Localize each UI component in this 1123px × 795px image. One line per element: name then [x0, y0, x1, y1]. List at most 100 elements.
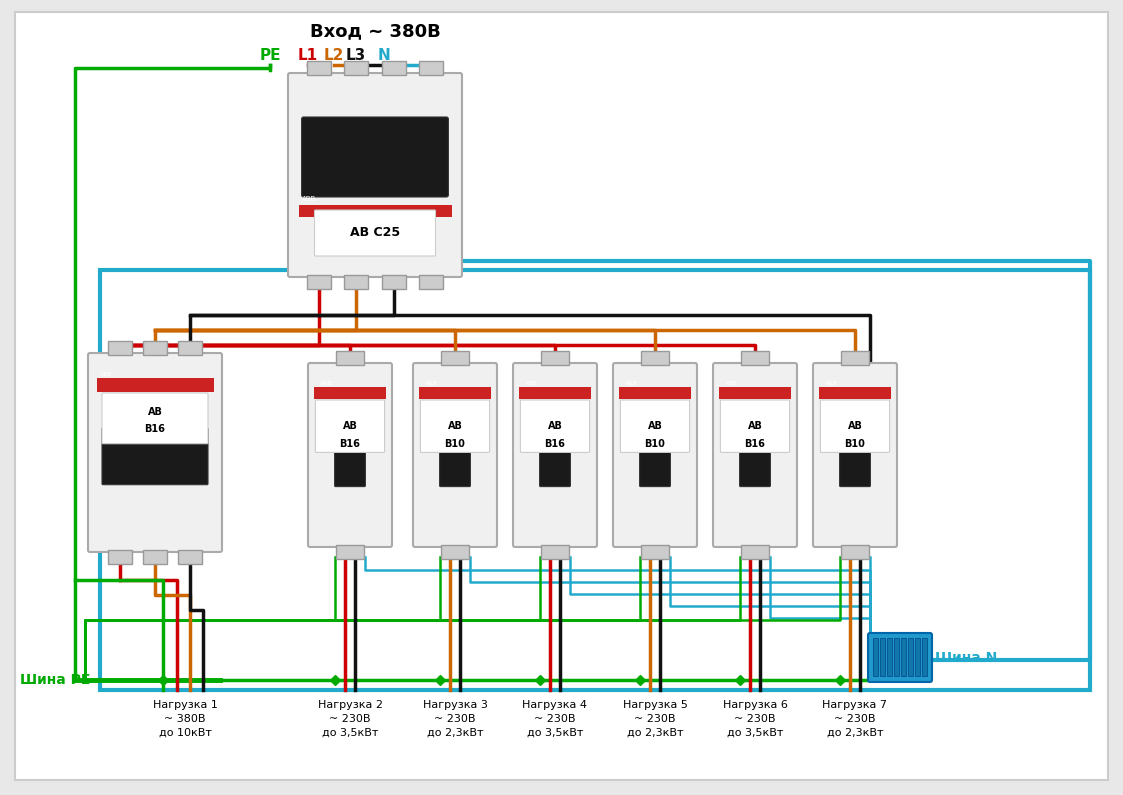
- Bar: [382, 61, 405, 75]
- Text: В16: В16: [145, 424, 165, 434]
- Bar: [641, 545, 669, 560]
- Bar: [841, 545, 869, 560]
- FancyBboxPatch shape: [840, 427, 870, 487]
- FancyBboxPatch shape: [102, 428, 208, 485]
- Text: АВ: АВ: [147, 406, 163, 417]
- Bar: [419, 275, 442, 289]
- FancyBboxPatch shape: [88, 353, 222, 552]
- Bar: [382, 275, 405, 289]
- Text: АВ: АВ: [648, 421, 663, 431]
- Text: ABB: ABB: [426, 381, 438, 386]
- Bar: [819, 386, 891, 399]
- Bar: [144, 550, 166, 564]
- Text: АВ: АВ: [548, 421, 563, 431]
- Text: L3: L3: [346, 48, 366, 63]
- Bar: [345, 275, 368, 289]
- FancyBboxPatch shape: [720, 400, 789, 452]
- Text: Нагрузка 1
~ 380В
до 10кВт: Нагрузка 1 ~ 380В до 10кВт: [153, 700, 218, 738]
- Text: Нагрузка 6
~ 230В
до 3,5кВт: Нагрузка 6 ~ 230В до 3,5кВт: [722, 700, 787, 738]
- Bar: [179, 341, 202, 355]
- Text: L2: L2: [323, 48, 344, 63]
- Text: В10: В10: [445, 439, 465, 449]
- FancyBboxPatch shape: [513, 363, 597, 547]
- FancyBboxPatch shape: [302, 117, 448, 197]
- FancyBboxPatch shape: [287, 73, 462, 277]
- FancyBboxPatch shape: [713, 363, 797, 547]
- FancyBboxPatch shape: [316, 400, 384, 452]
- Bar: [541, 351, 569, 365]
- Text: ABB: ABB: [526, 381, 538, 386]
- Bar: [741, 351, 769, 365]
- FancyBboxPatch shape: [439, 427, 471, 487]
- Bar: [741, 545, 769, 560]
- Bar: [880, 638, 885, 676]
- Bar: [307, 61, 331, 75]
- FancyBboxPatch shape: [420, 400, 490, 452]
- Bar: [179, 550, 202, 564]
- FancyBboxPatch shape: [821, 400, 889, 452]
- Text: АВ: АВ: [448, 421, 463, 431]
- Bar: [909, 638, 913, 676]
- Bar: [314, 386, 386, 399]
- Bar: [915, 638, 920, 676]
- Bar: [299, 205, 451, 217]
- Text: Нагрузка 2
~ 230В
до 3,5кВт: Нагрузка 2 ~ 230В до 3,5кВт: [318, 700, 383, 738]
- FancyBboxPatch shape: [308, 363, 392, 547]
- FancyBboxPatch shape: [740, 427, 770, 487]
- Bar: [894, 638, 900, 676]
- Text: ABB: ABB: [100, 372, 113, 377]
- Text: АВ: АВ: [848, 421, 862, 431]
- Bar: [307, 275, 331, 289]
- Bar: [887, 638, 892, 676]
- Bar: [108, 341, 131, 355]
- Text: АВ: АВ: [748, 421, 763, 431]
- Bar: [873, 638, 878, 676]
- Bar: [519, 386, 591, 399]
- Bar: [922, 638, 926, 676]
- Text: Нагрузка 3
~ 230В
до 2,3кВт: Нагрузка 3 ~ 230В до 2,3кВт: [422, 700, 487, 738]
- FancyBboxPatch shape: [314, 210, 436, 256]
- Text: ABB: ABB: [320, 381, 334, 386]
- Bar: [144, 341, 166, 355]
- Text: ABB: ABB: [825, 381, 838, 386]
- Bar: [97, 378, 213, 392]
- Text: Вход ~ 380В: Вход ~ 380В: [310, 22, 440, 40]
- Text: Нагрузка 7
~ 230В
до 2,3кВт: Нагрузка 7 ~ 230В до 2,3кВт: [822, 700, 887, 738]
- Bar: [345, 61, 368, 75]
- Text: ABB: ABB: [725, 381, 738, 386]
- Bar: [336, 545, 364, 560]
- Bar: [901, 638, 906, 676]
- Bar: [419, 386, 491, 399]
- Bar: [441, 545, 469, 560]
- FancyBboxPatch shape: [613, 363, 697, 547]
- Text: ABB: ABB: [302, 196, 317, 202]
- Text: В16: В16: [339, 439, 360, 449]
- Text: L1: L1: [298, 48, 318, 63]
- Text: В16: В16: [545, 439, 566, 449]
- Bar: [541, 545, 569, 560]
- FancyBboxPatch shape: [539, 427, 570, 487]
- FancyBboxPatch shape: [620, 400, 690, 452]
- FancyBboxPatch shape: [640, 427, 670, 487]
- FancyBboxPatch shape: [813, 363, 897, 547]
- Text: Нагрузка 5
~ 230В
до 2,3кВт: Нагрузка 5 ~ 230В до 2,3кВт: [622, 700, 687, 738]
- FancyBboxPatch shape: [102, 393, 208, 444]
- Text: В16: В16: [745, 439, 766, 449]
- Bar: [336, 351, 364, 365]
- Text: В10: В10: [645, 439, 666, 449]
- Text: АВ С25: АВ С25: [350, 227, 400, 239]
- Bar: [719, 386, 791, 399]
- FancyBboxPatch shape: [520, 400, 590, 452]
- Text: Шина PE: Шина PE: [20, 673, 90, 687]
- Text: N: N: [377, 48, 391, 63]
- Text: ABB: ABB: [626, 381, 638, 386]
- Bar: [641, 351, 669, 365]
- Text: Шина N: Шина N: [935, 651, 997, 665]
- Bar: [841, 351, 869, 365]
- Bar: [108, 550, 131, 564]
- Text: Нагрузка 4
~ 230В
до 3,5кВт: Нагрузка 4 ~ 230В до 3,5кВт: [522, 700, 587, 738]
- FancyBboxPatch shape: [413, 363, 497, 547]
- Bar: [441, 351, 469, 365]
- FancyBboxPatch shape: [335, 427, 365, 487]
- Bar: [619, 386, 691, 399]
